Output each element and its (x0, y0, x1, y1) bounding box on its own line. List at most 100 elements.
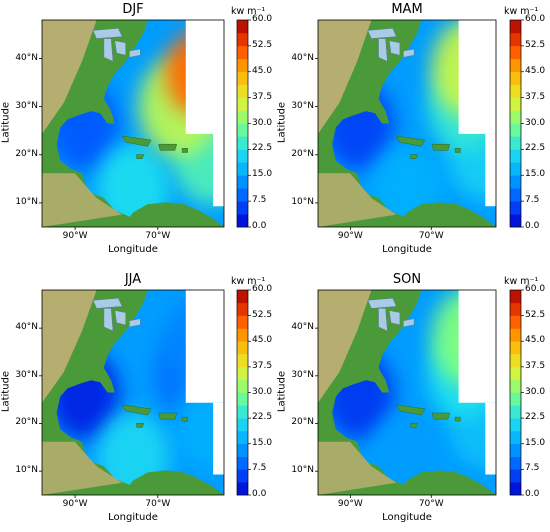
colorbar-segment (510, 405, 521, 419)
no-data-region (185, 290, 224, 403)
colorbar-segment (237, 201, 248, 215)
colorbar-tick-label: 22.5 (525, 143, 546, 154)
island (431, 412, 451, 420)
land-south-america (122, 202, 224, 227)
colorbar-segment (237, 123, 248, 137)
x-tick-label: 70°W (145, 231, 171, 241)
great-lake (388, 40, 401, 56)
no-data-region (458, 20, 496, 134)
colorbar-tick-label: 30.0 (252, 117, 273, 128)
colorbar-segment (237, 188, 248, 202)
colorbar-segment (510, 328, 521, 342)
land-south-america (396, 202, 496, 227)
x-axis-label: Longitude (108, 512, 158, 523)
land-central-america (318, 441, 397, 495)
colorbar-segment (237, 97, 248, 111)
colorbar-tick-label: 45.0 (252, 335, 273, 346)
colorbar-tick-label: 52.5 (252, 39, 273, 50)
colorbar-segment (510, 71, 521, 85)
colorbar-segment (237, 32, 248, 47)
axes-frame (41, 19, 225, 228)
x-tick-label: 90°W (337, 499, 363, 509)
colorbar-segment (237, 149, 248, 163)
great-lake (92, 28, 123, 39)
colorbar-tick-label: 60.0 (525, 14, 546, 24)
x-tick-label: 70°W (145, 499, 171, 509)
island (454, 416, 461, 422)
map-area (42, 20, 224, 227)
x-tick-label: 70°W (418, 231, 444, 241)
colorbar-segment (510, 123, 521, 137)
colorbar-tick-label: 22.5 (252, 143, 273, 154)
colorbar-segment (237, 84, 248, 98)
colorbar-tick-label: 37.5 (252, 91, 273, 102)
x-axis-label: Longitude (108, 244, 158, 255)
island (181, 148, 188, 153)
colorbar-tick-label: 45.0 (525, 65, 546, 76)
colorbar-segment (237, 456, 248, 470)
panel-mam (315, 19, 524, 230)
colorbar-segment (510, 469, 521, 483)
y-tick-label: 20°N (15, 148, 38, 159)
colorbar-tick-label: 30.0 (525, 117, 546, 128)
x-tick-label: 90°W (337, 231, 363, 241)
panel-title: JJA (124, 272, 142, 287)
no-data-region (185, 20, 224, 134)
colorbar-tick-label: 7.5 (252, 463, 267, 474)
colorbar-segment (510, 354, 521, 368)
colorbar-segment (510, 430, 521, 445)
panel-title: DJF (122, 2, 144, 17)
panel-djf (39, 19, 251, 230)
colorbar-tick-label: 52.5 (252, 309, 273, 320)
y-tick-label: 40°N (15, 322, 38, 333)
x-tick-label: 90°W (62, 231, 88, 241)
panel-title: SON (392, 272, 422, 287)
land-highlands (318, 20, 372, 134)
y-tick-label: 20°N (291, 417, 314, 428)
colorbar-segment (510, 392, 521, 406)
colorbar-segment (237, 328, 248, 342)
great-lake (378, 38, 388, 62)
y-tick-label: 40°N (291, 52, 314, 63)
colorbar-segment (237, 379, 248, 393)
map-area (318, 290, 496, 495)
colorbar-segment (510, 97, 521, 111)
x-tick-label: 70°W (418, 499, 444, 509)
colorbar-segment (237, 214, 248, 228)
colorbar-tick-label: 0.0 (525, 221, 540, 231)
y-tick-label: 40°N (291, 322, 314, 333)
colorbar-tick-label: 60.0 (525, 284, 546, 294)
colorbar-segment (510, 84, 521, 98)
map-area (42, 290, 224, 495)
colorbar-tick-label: 60.0 (252, 14, 273, 24)
y-tick-label: 30°N (291, 100, 314, 111)
colorbar-tick-label: 15.0 (252, 169, 273, 180)
colorbar-segment (237, 469, 248, 483)
y-tick-label: 20°N (291, 148, 314, 159)
colorbar-segment (510, 110, 521, 124)
axes-frame (317, 19, 497, 228)
colorbar-segment (510, 315, 521, 329)
y-axis-label: Latitude (276, 101, 288, 143)
island (136, 423, 145, 428)
y-tick-label: 30°N (291, 369, 314, 380)
colorbar-segment (237, 405, 248, 419)
colorbar-segment (237, 302, 248, 316)
colorbar-tick-label: 30.0 (525, 386, 546, 397)
island (454, 148, 461, 153)
colorbar-segment (510, 58, 521, 73)
colorbar-segment (510, 20, 521, 34)
colorbar-tick-label: 52.5 (525, 309, 546, 320)
y-tick-label: 20°N (15, 417, 38, 428)
land-highlands (318, 290, 372, 403)
island (395, 135, 426, 147)
island (431, 143, 451, 151)
colorbar-segment (237, 366, 248, 380)
colorbar-segment (510, 214, 521, 228)
island (158, 412, 178, 420)
colorbar-segment (510, 341, 521, 355)
colorbar-segment (237, 354, 248, 368)
colorbar-segment (510, 302, 521, 316)
colorbar-segment (510, 149, 521, 163)
